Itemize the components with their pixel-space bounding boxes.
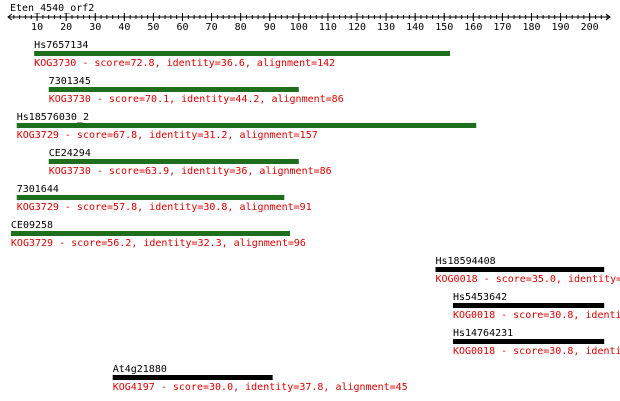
alignment-bar	[435, 267, 605, 272]
x-tick-label: 10	[31, 22, 43, 33]
alignment-label: KOG3730 - score=70.1, identity=44.2, ali…	[49, 94, 344, 105]
x-tick-label: 150	[435, 22, 453, 33]
chart-title: Eten_4540_orf2	[10, 3, 94, 14]
alignment-label: KOG3729 - score=56.2, identity=32.3, ali…	[11, 238, 306, 249]
alignment-bar	[16, 123, 477, 128]
alignment-bar	[48, 87, 299, 92]
x-tick-label: 200	[581, 22, 599, 33]
track-name: 7301345	[49, 76, 91, 87]
x-tick-label: 140	[406, 22, 424, 33]
x-tick-label: 160	[464, 22, 482, 33]
track-name: Hs18594408	[436, 256, 496, 267]
alignment-bar	[452, 303, 605, 308]
alignment-label: KOG3729 - score=67.8, identity=31.2, ali…	[17, 130, 318, 141]
track-name: CE24294	[49, 148, 91, 159]
alignment-bar	[112, 375, 273, 380]
alignment-bar	[34, 51, 451, 56]
x-tick-label: 170	[493, 22, 511, 33]
x-tick-label: 40	[118, 22, 130, 33]
alignment-bar	[48, 159, 299, 164]
track-name: Hs14764231	[453, 328, 513, 339]
x-tick-label: 130	[377, 22, 395, 33]
alignment-label: KOG4197 - score=30.0, identity=37.8, ali…	[113, 382, 408, 393]
alignment-label: KOG3730 - score=72.8, identity=36.6, ali…	[34, 58, 335, 69]
track-name: Hs5453642	[453, 292, 507, 303]
track-name: 7301644	[17, 184, 59, 195]
x-tick-label: 80	[235, 22, 247, 33]
x-tick-label: 70	[206, 22, 218, 33]
x-tick-label: 100	[290, 22, 308, 33]
x-tick-label: 20	[60, 22, 72, 33]
x-tick-label: 180	[522, 22, 540, 33]
x-tick-label: 110	[319, 22, 337, 33]
alignment-bar	[452, 339, 605, 344]
x-tick-label: 30	[89, 22, 101, 33]
track-name: Hs18576030_2	[17, 112, 89, 123]
track-name: At4g21880	[113, 364, 167, 375]
alignment-label: KOG3730 - score=63.9, identity=36, align…	[49, 166, 332, 177]
alignment-label: KOG0018 - score=30.8, identi	[453, 310, 620, 321]
alignment-label: KOG0018 - score=30.8, identi	[453, 346, 620, 357]
track-name: Hs7657134	[34, 40, 88, 51]
track-name: CE09258	[11, 220, 53, 231]
alignment-bar	[10, 231, 291, 236]
x-tick-label: 120	[348, 22, 366, 33]
alignment-label: KOG0018 - score=35.0, identity=	[436, 274, 620, 285]
x-tick-label: 50	[147, 22, 159, 33]
x-tick-label: 90	[264, 22, 276, 33]
alignment-bar	[16, 195, 285, 200]
x-tick-label: 190	[552, 22, 570, 33]
x-tick-label: 60	[176, 22, 188, 33]
alignment-label: KOG3729 - score=57.8, identity=30.8, ali…	[17, 202, 312, 213]
